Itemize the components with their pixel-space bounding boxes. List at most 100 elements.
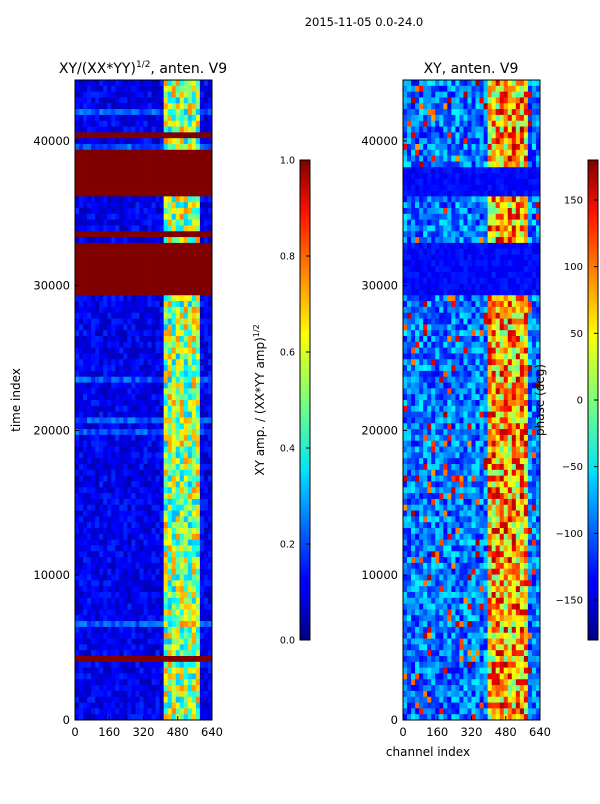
- heatmap-cell: [83, 202, 87, 208]
- heatmap-cell: [180, 272, 184, 278]
- heatmap-cell: [476, 243, 480, 249]
- heatmap-cell: [156, 196, 160, 202]
- heatmap-cell: [131, 627, 135, 633]
- heatmap-cell: [119, 569, 123, 575]
- heatmap-cell: [164, 481, 168, 487]
- heatmap-cell: [87, 284, 91, 290]
- heatmap-cell: [87, 511, 91, 517]
- heatmap-cell: [467, 266, 471, 272]
- heatmap-cell: [95, 505, 99, 511]
- heatmap-cell: [435, 237, 439, 243]
- heatmap-cell: [192, 260, 196, 266]
- heatmap-cell: [87, 458, 91, 464]
- heatmap-cell: [160, 208, 164, 214]
- heatmap-cell: [160, 80, 164, 86]
- heatmap-cell: [107, 644, 111, 650]
- heatmap-cell: [184, 231, 188, 237]
- heatmap-cell: [480, 115, 484, 121]
- heatmap-cell: [204, 644, 208, 650]
- heatmap-cell: [520, 80, 524, 86]
- heatmap-cell: [184, 371, 188, 377]
- heatmap-cell: [139, 691, 143, 697]
- heatmap-cell: [119, 551, 123, 557]
- heatmap-cell: [168, 319, 172, 325]
- heatmap-cell: [123, 138, 127, 144]
- heatmap-cell: [415, 191, 419, 197]
- heatmap-cell: [87, 481, 91, 487]
- heatmap-cell: [115, 575, 119, 581]
- heatmap-cell: [176, 575, 180, 581]
- heatmap-cell: [484, 231, 488, 237]
- heatmap-cell: [447, 103, 451, 109]
- heatmap-cell: [192, 371, 196, 377]
- heatmap-cell: [79, 691, 83, 697]
- heatmap-cell: [419, 161, 423, 167]
- heatmap-cell: [107, 615, 111, 621]
- heatmap-cell: [172, 161, 176, 167]
- heatmap-cell: [196, 394, 200, 400]
- heatmap-cell: [75, 697, 79, 703]
- heatmap-cell: [83, 138, 87, 144]
- heatmap-cell: [103, 138, 107, 144]
- heatmap-cell: [127, 249, 131, 255]
- heatmap-cell: [152, 80, 156, 86]
- heatmap-cell: [528, 196, 532, 202]
- heatmap-cell: [200, 266, 204, 272]
- heatmap-cell: [79, 214, 83, 220]
- heatmap-cell: [131, 161, 135, 167]
- heatmap-cell: [419, 179, 423, 185]
- heatmap-cell: [516, 231, 520, 237]
- heatmap-cell: [75, 313, 79, 319]
- heatmap-cell: [403, 225, 407, 231]
- heatmap-cell: [123, 365, 127, 371]
- heatmap-cell: [200, 516, 204, 522]
- heatmap-cell: [512, 249, 516, 255]
- heatmap-cell: [115, 470, 119, 476]
- heatmap-cell: [204, 499, 208, 505]
- heatmap-cell: [123, 703, 127, 709]
- heatmap-cell: [135, 266, 139, 272]
- heatmap-cell: [152, 383, 156, 389]
- heatmap-cell: [431, 80, 435, 86]
- heatmap-cell: [111, 307, 115, 313]
- heatmap-cell: [528, 150, 532, 156]
- heatmap-cell: [156, 679, 160, 685]
- heatmap-cell: [168, 412, 172, 418]
- heatmap-cell: [192, 161, 196, 167]
- heatmap-cell: [488, 138, 492, 144]
- heatmap-cell: [407, 80, 411, 86]
- heatmap-cell: [91, 598, 95, 604]
- heatmap-cell: [188, 679, 192, 685]
- heatmap-cell: [119, 435, 123, 441]
- heatmap-cell: [435, 132, 439, 138]
- heatmap-cell: [435, 144, 439, 150]
- heatmap-cell: [204, 639, 208, 645]
- heatmap-cell: [504, 272, 508, 278]
- heatmap-cell: [99, 353, 103, 359]
- heatmap-cell: [131, 237, 135, 243]
- heatmap-cell: [451, 179, 455, 185]
- heatmap-cell: [131, 516, 135, 522]
- heatmap-cell: [91, 650, 95, 656]
- heatmap-cell: [407, 202, 411, 208]
- heatmap-cell: [204, 575, 208, 581]
- heatmap-cell: [75, 202, 79, 208]
- heatmap-cell: [152, 627, 156, 633]
- heatmap-cell: [111, 371, 115, 377]
- heatmap-cell: [532, 196, 536, 202]
- heatmap-cell: [127, 185, 131, 191]
- heatmap-cell: [415, 167, 419, 173]
- heatmap-cell: [115, 266, 119, 272]
- heatmap-cell: [411, 138, 415, 144]
- heatmap-cell: [139, 371, 143, 377]
- heatmap-cell: [111, 563, 115, 569]
- heatmap-cell: [184, 586, 188, 592]
- heatmap-cell: [508, 109, 512, 115]
- heatmap-cell: [419, 150, 423, 156]
- heatmap-cell: [427, 214, 431, 220]
- heatmap-cell: [164, 679, 168, 685]
- heatmap-cell: [75, 150, 79, 156]
- heatmap-cell: [476, 185, 480, 191]
- heatmap-cell: [427, 92, 431, 98]
